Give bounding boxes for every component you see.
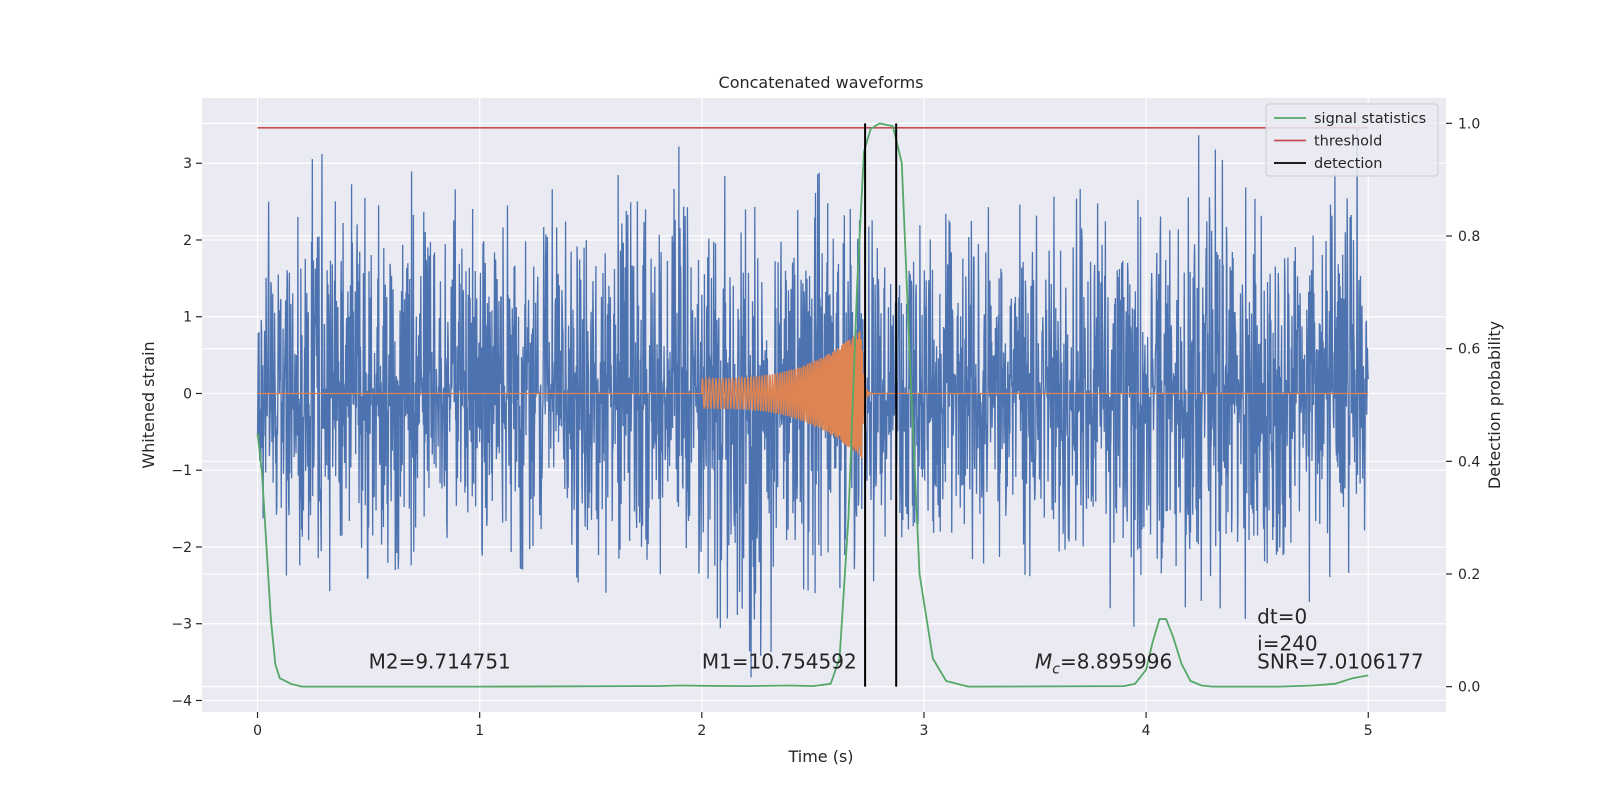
annotation-symbol: M [1035, 649, 1052, 673]
y-right-tick-label: 0.0 [1458, 680, 1480, 696]
y-axis-label-left: Whitened strain [139, 341, 158, 468]
legend-box [1265, 103, 1439, 177]
y-left-tick-label: −1 [171, 463, 192, 479]
x-tick-label: 4 [1142, 723, 1151, 739]
annotation-text: Mc=8.895996 [1035, 649, 1172, 677]
x-axis-label: Time (s) [787, 747, 853, 766]
strain-line [256, 128, 1369, 678]
annotation-layer: M2=9.714751 M1=10.754592 Mc=8.895996 dt=0 i=… [369, 605, 1424, 678]
x-tick-label: 0 [253, 723, 262, 739]
y-left-tick-label: −4 [171, 693, 192, 709]
y-left-tick-label: −3 [171, 617, 192, 633]
y-right-tick-label: 0.8 [1458, 229, 1480, 245]
signal-statistics-line [256, 122, 1369, 688]
annotation-text: dt=0 [1257, 605, 1307, 629]
y-left-tick-label: 0 [183, 386, 192, 402]
y-right-tick-label: 0.2 [1458, 567, 1480, 583]
legend-label: signal statistics [1314, 111, 1426, 127]
y-left-tick-label: −2 [171, 540, 192, 556]
x-tick-label: 1 [475, 723, 484, 739]
axes-layer: 0 1 2 3 4 5 −4 −3 −2 −1 0 1 2 3 0.0 0.2 0.4 0.6 0.8 1.0 [171, 116, 1480, 739]
template-line [257, 331, 1369, 459]
series-group [256, 122, 1369, 688]
series-layer [256, 122, 1369, 688]
y-left-tick-label: 1 [183, 310, 192, 326]
legend-label: threshold [1314, 134, 1382, 150]
annotation-text: M2=9.714751 [369, 649, 511, 673]
annotation-text: M1=10.754592 [702, 649, 857, 673]
legend: signal statistics threshold detection [1265, 103, 1439, 177]
y-left-tick-label: 3 [183, 156, 192, 172]
x-tick-label: 3 [920, 723, 929, 739]
annotation-subscript: c [1052, 661, 1060, 677]
annotation-text: i=240 [1257, 632, 1318, 656]
chart-title: Concatenated waveforms [719, 73, 924, 92]
y-axis-label-right: Detection probability [1485, 321, 1504, 489]
y-right-tick-label: 0.4 [1458, 454, 1480, 470]
y-right-tick-label: 0.6 [1458, 342, 1480, 358]
y-left-tick-label: 2 [183, 233, 192, 249]
x-tick-label: 2 [697, 723, 706, 739]
y-right-tick-label: 1.0 [1458, 116, 1480, 132]
annotation-text: SNR=7.0106177 [1257, 649, 1423, 673]
x-tick-label: 5 [1364, 723, 1373, 739]
annotation-value: =8.895996 [1060, 649, 1172, 673]
legend-label: detection [1314, 156, 1382, 172]
